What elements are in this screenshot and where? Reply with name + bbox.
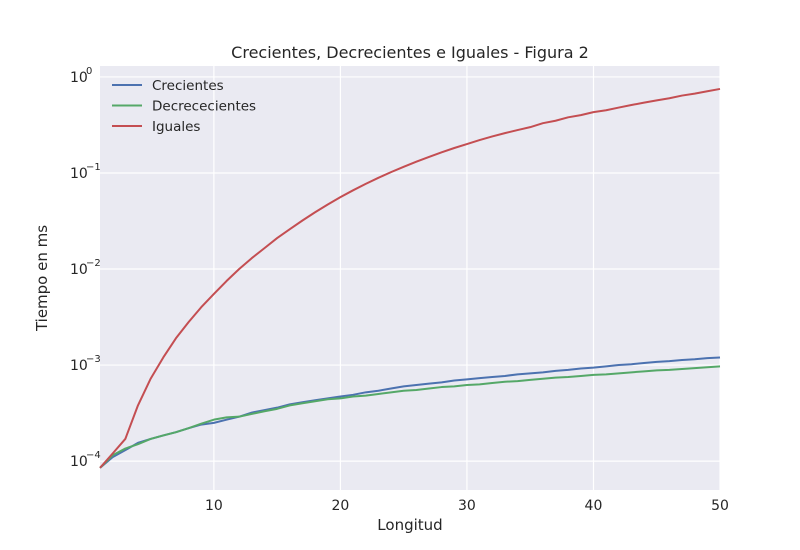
x-axis-label: Longitud (377, 516, 442, 534)
x-axis-ticks: 10 20 30 40 50 (205, 498, 729, 514)
x-tick-label: 20 (331, 498, 349, 514)
legend-label: Decrececientes (152, 99, 256, 115)
x-tick-label: 40 (585, 498, 603, 514)
y-tick-exponent: −1 (86, 162, 101, 173)
x-tick-label: 10 (205, 498, 223, 514)
legend-label: Crecientes (152, 78, 224, 94)
y-tick-exponent: −3 (86, 354, 101, 365)
y-axis-label: Tiempo en ms (33, 225, 51, 332)
y-tick-label: 10 (70, 454, 88, 470)
x-tick-label: 50 (711, 498, 729, 514)
y-tick-label: 10 (70, 166, 88, 182)
chart-title: Crecientes, Decrecientes e Iguales - Fig… (231, 43, 589, 62)
series-line-iguales (99, 87, 721, 469)
legend-label: Iguales (152, 119, 200, 135)
y-tick-label: 10 (70, 358, 88, 374)
x-tick-label: 30 (458, 498, 476, 514)
y-tick-exponent: 0 (86, 66, 92, 77)
y-tick-exponent: −4 (86, 450, 101, 461)
series-lines (99, 87, 721, 469)
y-tick-label: 10 (70, 70, 88, 86)
y-tick-label: 10 (70, 262, 88, 278)
series-line-crecientes (99, 356, 721, 469)
plot-background (100, 66, 720, 490)
legend: Crecientes Decrececientes Iguales (112, 78, 256, 135)
y-tick-exponent: −2 (86, 258, 101, 269)
series-line-decrececientes (99, 365, 721, 469)
